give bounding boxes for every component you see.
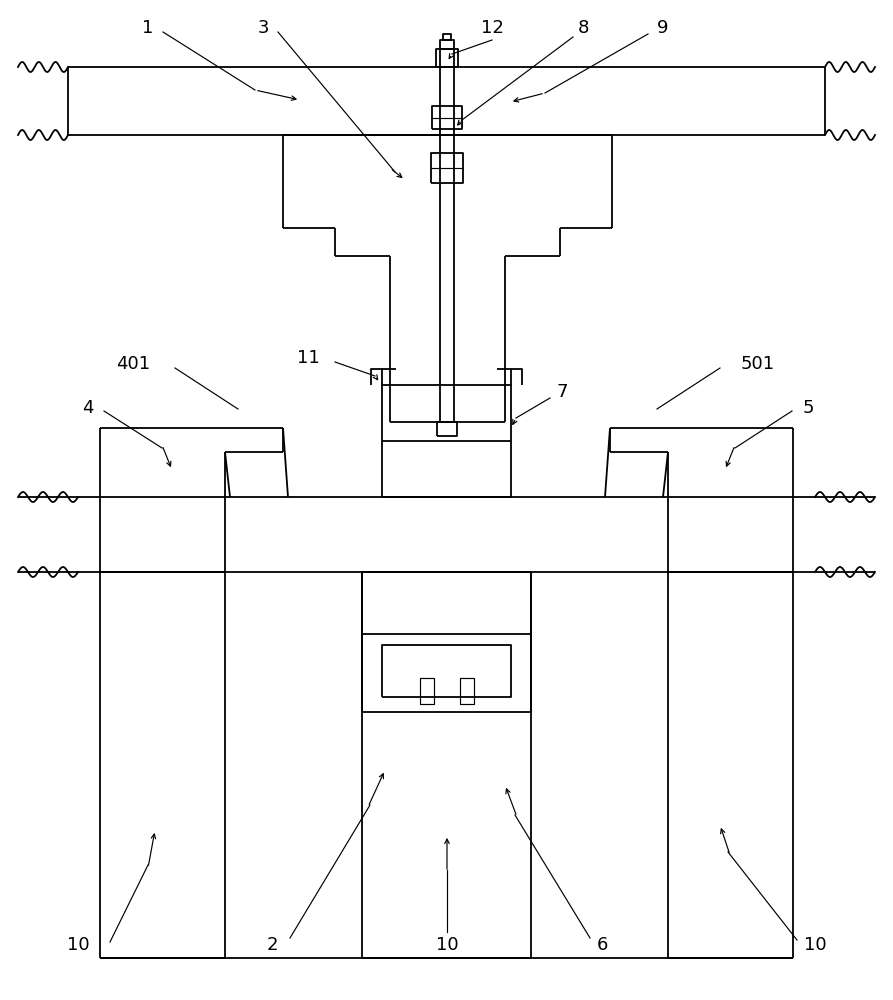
Text: 1: 1	[142, 19, 154, 37]
Text: 4: 4	[82, 399, 94, 417]
Text: 12: 12	[480, 19, 504, 37]
Text: 11: 11	[296, 349, 320, 367]
Text: 2: 2	[266, 936, 278, 954]
Text: 10: 10	[67, 936, 89, 954]
Text: 7: 7	[556, 383, 568, 401]
Text: 9: 9	[657, 19, 669, 37]
Text: 401: 401	[116, 355, 150, 373]
Text: 3: 3	[257, 19, 269, 37]
Text: 8: 8	[577, 19, 588, 37]
Text: 5: 5	[802, 399, 814, 417]
Text: 10: 10	[436, 936, 458, 954]
Text: 10: 10	[804, 936, 826, 954]
Text: 501: 501	[741, 355, 775, 373]
Text: 6: 6	[597, 936, 608, 954]
